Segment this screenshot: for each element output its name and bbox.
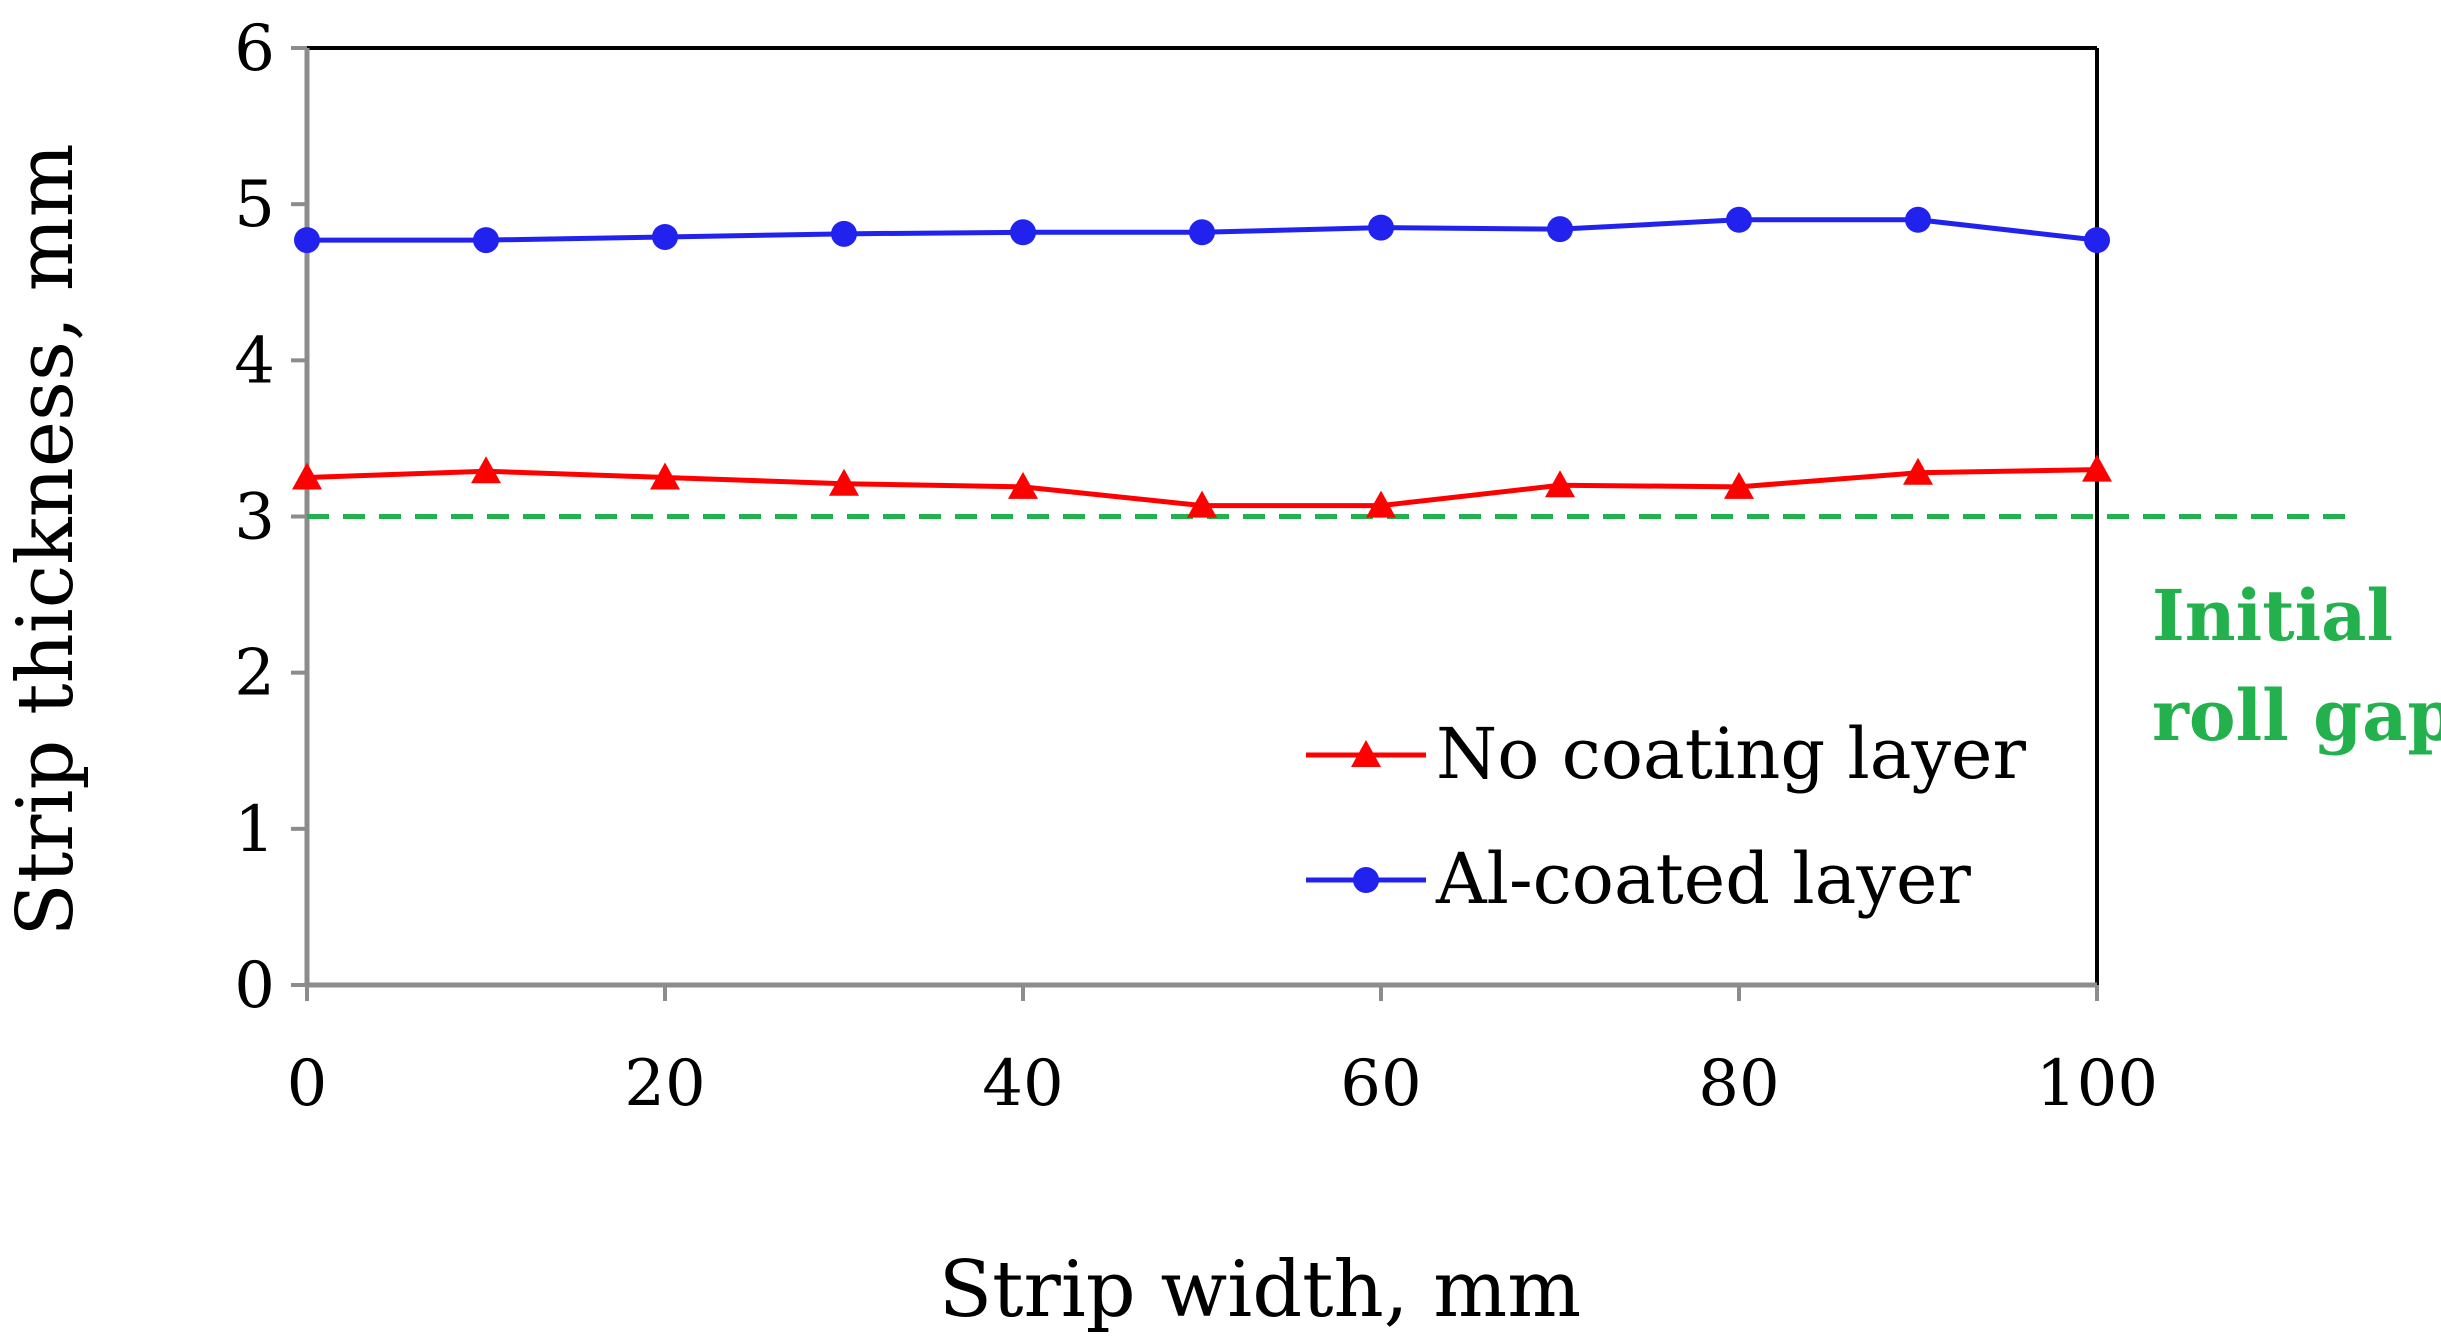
y-tick-label: 0 (234, 949, 275, 1023)
x-tick-label: 80 (1698, 1047, 1779, 1121)
data-point-triangle (1008, 471, 1038, 499)
data-point-circle (1547, 216, 1573, 243)
data-point-circle (652, 223, 678, 250)
data-point-triangle (292, 462, 322, 490)
series-layer (292, 206, 2112, 518)
legend-marker-triangle (1351, 740, 1381, 767)
legend-item-al-coated: Al-coated layer (1306, 838, 1971, 920)
data-point-circle (1010, 219, 1036, 246)
data-point-circle (831, 220, 857, 247)
initial-roll-gap-label-line-1: Initial (2152, 574, 2393, 657)
data-point-triangle (650, 462, 680, 490)
y-tick-label: 6 (234, 12, 275, 86)
y-axis-ticks: 0 1 2 3 4 5 6 (234, 12, 307, 1023)
data-point-circle (1905, 206, 1931, 233)
data-point-circle (1189, 219, 1215, 246)
x-tick-label: 60 (1340, 1047, 1421, 1121)
data-point-triangle (2082, 454, 2112, 482)
legend-label-al-coated: Al-coated layer (1435, 838, 1971, 920)
x-axis-title: Strip width, mm (939, 1245, 1581, 1335)
y-tick-label: 5 (234, 168, 275, 242)
legend: No coating layer Al-coated layer (1306, 713, 2026, 920)
x-tick-label: 20 (624, 1047, 705, 1121)
data-point-triangle (829, 468, 859, 496)
data-point-triangle (1903, 457, 1933, 485)
initial-roll-gap-label-line-2: roll gap (2152, 674, 2441, 757)
series-no-coating (292, 454, 2112, 518)
x-tick-label: 100 (2036, 1047, 2158, 1121)
legend-item-no-coating: No coating layer (1306, 713, 2026, 795)
x-tick-label: 40 (982, 1047, 1063, 1121)
data-point-triangle (1724, 471, 1754, 499)
data-point-triangle (1545, 470, 1575, 498)
data-point-circle (2084, 227, 2110, 254)
data-point-triangle (1366, 490, 1396, 518)
legend-marker-circle (1353, 867, 1379, 893)
data-point-circle (473, 227, 499, 254)
data-point-circle (1726, 206, 1752, 233)
y-tick-label: 1 (234, 793, 275, 867)
data-point-circle (1368, 214, 1394, 241)
y-tick-label: 2 (234, 637, 275, 711)
x-axis-ticks: 0 20 40 60 80 100 (287, 985, 2158, 1121)
y-tick-label: 4 (234, 324, 275, 398)
data-point-circle (294, 227, 320, 254)
data-point-triangle (1187, 490, 1217, 518)
y-axis-title: Strip thickness, mm (1, 143, 91, 936)
x-tick-label: 0 (287, 1047, 328, 1121)
legend-label-no-coating: No coating layer (1436, 713, 2026, 795)
y-tick-label: 3 (234, 481, 275, 555)
data-point-triangle (471, 456, 501, 484)
series-al-coated (294, 206, 2110, 254)
